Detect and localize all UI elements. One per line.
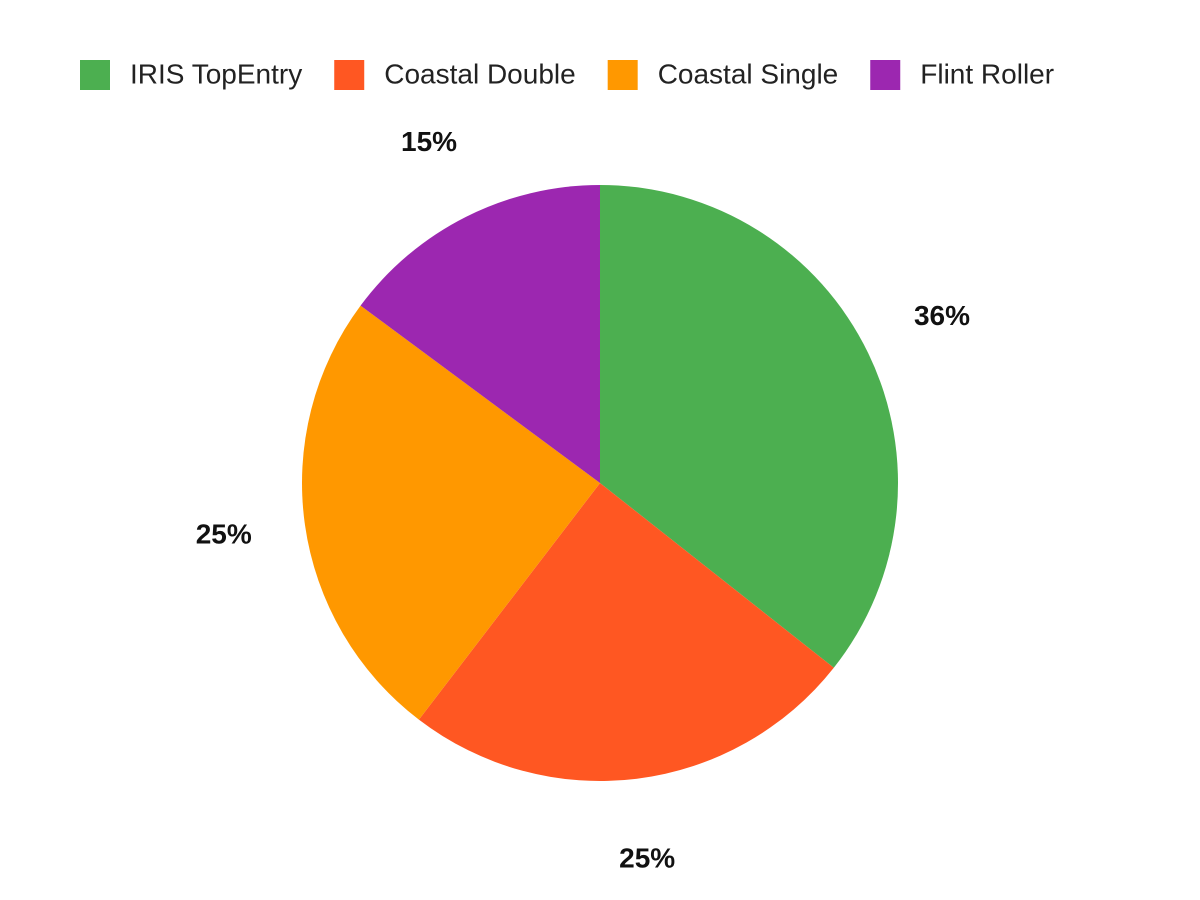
data-label: 25%	[619, 842, 675, 873]
legend-swatch	[870, 60, 901, 90]
data-label: 25%	[196, 518, 252, 549]
data-label: 36%	[914, 300, 970, 331]
legend-label: Coastal Single	[658, 58, 839, 89]
data-label: 15%	[401, 126, 457, 157]
pie-slice	[600, 185, 899, 668]
legend-label: Coastal Double	[384, 58, 575, 89]
legend-swatch	[334, 60, 365, 90]
legend-label: Flint Roller	[920, 58, 1054, 89]
pie-slice	[418, 483, 834, 781]
legend-swatch	[80, 60, 110, 90]
pie-slice	[360, 185, 600, 483]
legend-swatch	[607, 60, 638, 90]
legend-label: IRIS TopEntry	[130, 58, 302, 89]
pie-slice	[301, 305, 600, 720]
